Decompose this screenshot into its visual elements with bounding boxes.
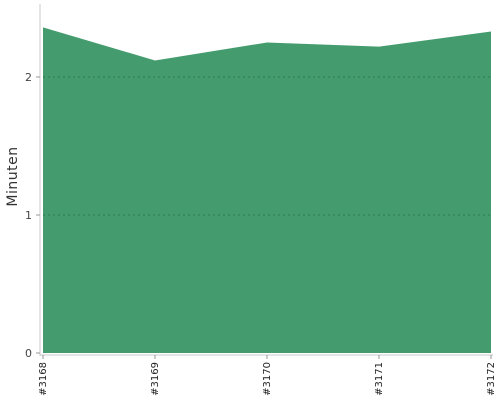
x-axis-ticks: #3168 #3169 #3170 #3171 #3172: [38, 355, 497, 396]
y-tick-label: 1: [25, 209, 32, 222]
x-tick-label: #3170: [262, 362, 273, 396]
y-axis-label: Minuten: [5, 146, 21, 206]
y-tick-label: 2: [25, 71, 32, 84]
y-axis-ticks: 0 1 2: [25, 71, 40, 360]
x-tick-label: #3168: [38, 362, 49, 396]
y-tick-label: 0: [25, 347, 32, 360]
x-tick-label: #3172: [486, 362, 497, 396]
x-tick-label: #3171: [374, 362, 385, 396]
x-tick-label: #3169: [150, 362, 161, 396]
area-series: [43, 27, 491, 353]
